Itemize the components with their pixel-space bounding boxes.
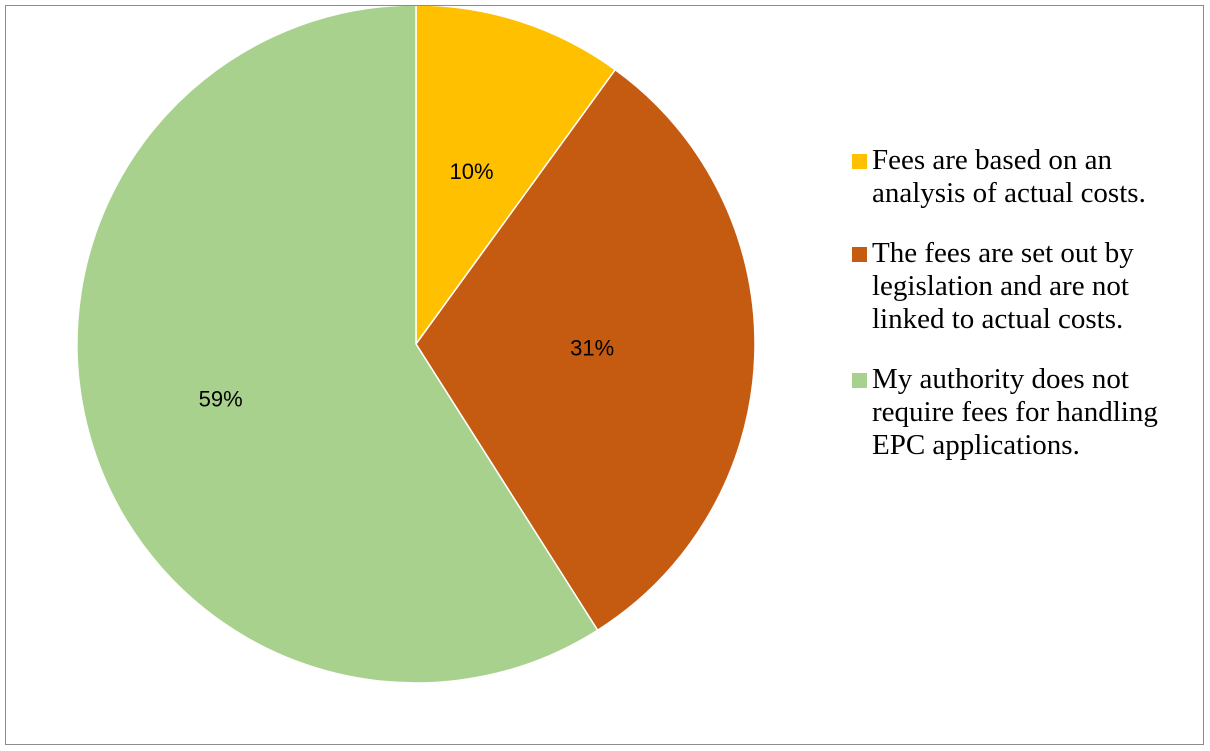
legend-swatch [852, 154, 867, 169]
legend-line: EPC applications. [872, 429, 1080, 461]
legend-swatch [852, 247, 867, 262]
legend-item-no-fees: My authority does not require fees for h… [848, 363, 1208, 462]
legend-line: legislation and are not [872, 270, 1129, 302]
chart-area: 10% 31% 59% Fees are based on an analysis … [5, 5, 1204, 745]
slice-data-label: 31% [570, 335, 614, 360]
slice-no-fees [76, 6, 599, 684]
legend-line: linked to actual costs. [872, 303, 1124, 335]
legend-line: The fees are set out by [872, 237, 1134, 269]
slice-data-label: 59% [199, 387, 243, 412]
legend-line: Fees are based on an [872, 144, 1112, 176]
legend: Fees are based on an analysis of actual … [848, 144, 1208, 489]
pie-chart: 10% 31% 59% [76, 6, 756, 684]
legend-item-actual-costs: Fees are based on an analysis of actual … [848, 144, 1208, 210]
slice-data-label: 10% [449, 159, 493, 184]
legend-item-legislation: The fees are set out by legislation and … [848, 237, 1208, 336]
slice-actual-costs [415, 6, 617, 347]
legend-line: require fees for handling [872, 396, 1158, 428]
slice-legislation [415, 68, 756, 632]
legend-line: analysis of actual costs. [872, 177, 1146, 209]
legend-line: My authority does not [872, 363, 1129, 395]
legend-swatch [852, 373, 867, 388]
